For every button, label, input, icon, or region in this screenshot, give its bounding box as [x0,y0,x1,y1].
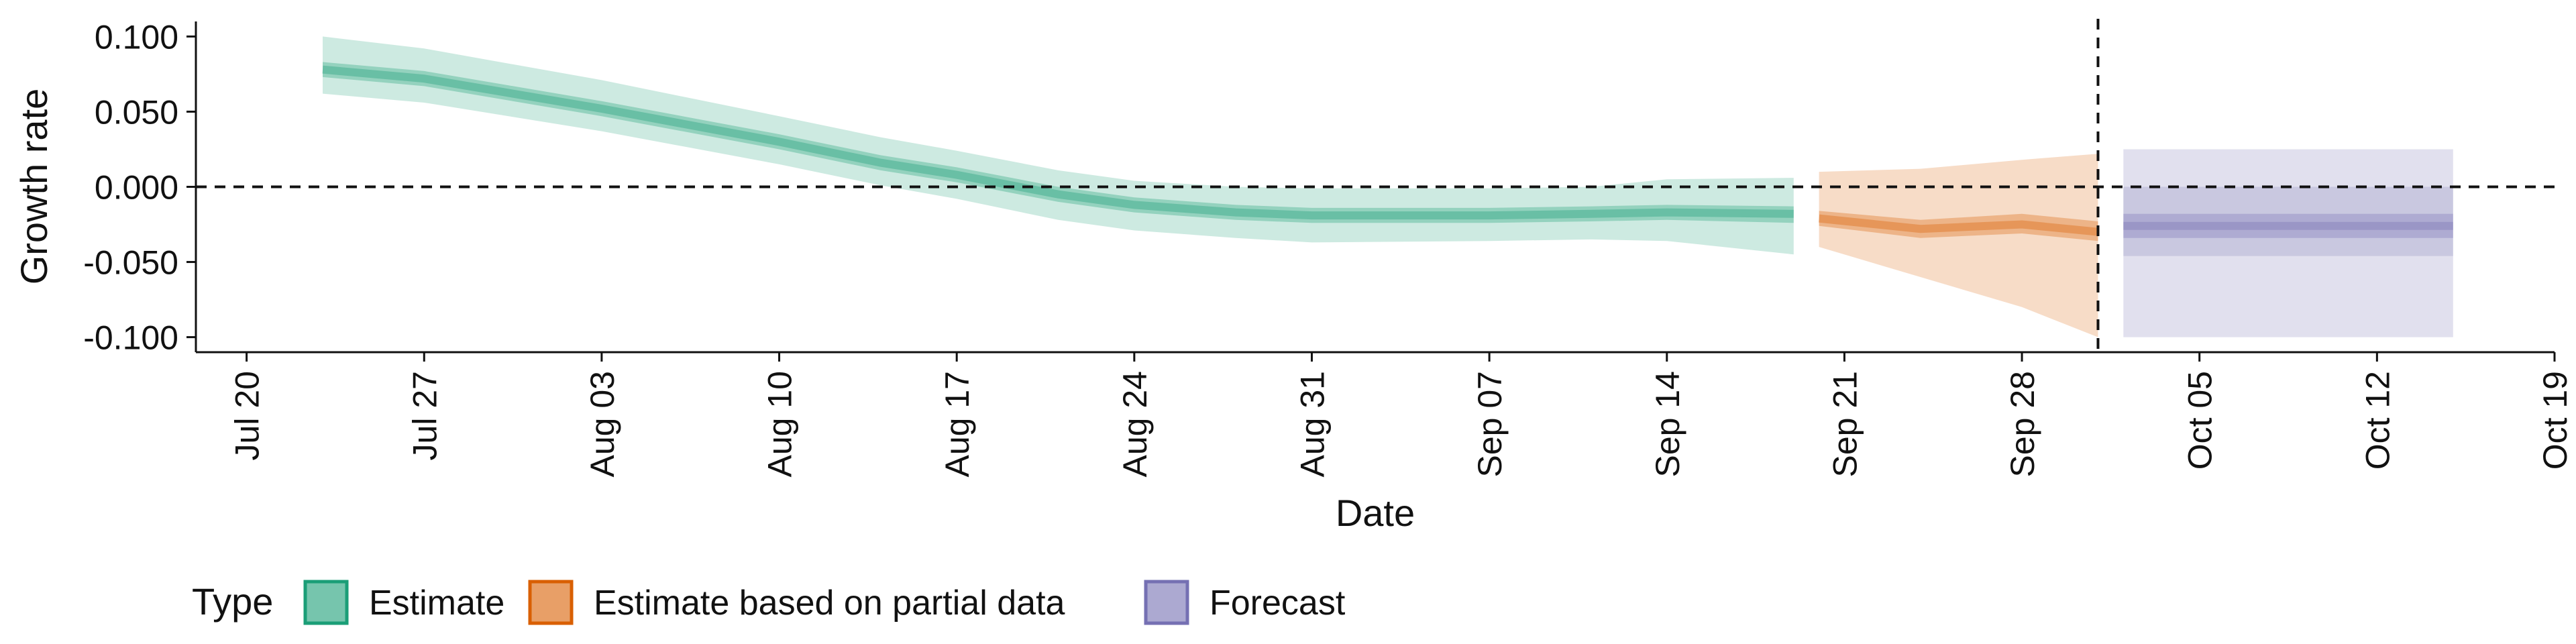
legend-label-estimate-based-on-partial-data: Estimate based on partial data [594,584,1065,623]
x-tick-label: Sep 07 [1471,371,1509,477]
estimate-based-on-partial-data-90-band [1819,154,2098,337]
y-tick-label: -0.050 [83,244,178,282]
legend-key-forecast [1144,580,1189,625]
legend-label-forecast: Forecast [1210,584,1346,623]
legend-title: Type [192,580,273,623]
forecast-50-band [2123,213,2453,238]
x-axis-title: Date [1336,492,1415,534]
x-tick-label: Aug 17 [938,371,976,477]
estimate-90-band [323,36,1794,255]
x-tick-label: Jul 27 [406,371,443,460]
forecast-90-band [2123,186,2453,256]
x-tick-label: Sep 21 [1826,371,1864,477]
y-tick-label: -0.100 [83,319,178,357]
estimate-based-on-partial-data-median-line [1818,214,2099,236]
estimate-50-band [323,62,1794,223]
y-tick-label: 0.100 [95,18,178,56]
legend-key-estimate [303,580,349,625]
y-tick-label: 0.050 [95,93,178,131]
x-tick-label: Aug 10 [761,371,799,477]
x-tick-label: Oct 12 [2359,371,2396,470]
band-layer [322,36,2453,337]
estimate-based-on-partial-data-50-band [1819,211,2098,241]
x-tick-layer: Jul 20 Jul 27 Aug 03 Aug 10 Aug 17 Aug 24 Aug … [229,352,2574,477]
y-tick-layer: 0.100 0.050 0.000 -0.050 -0.100 [83,18,196,357]
x-tick-label: Aug 03 [584,371,621,477]
x-tick-label: Sep 28 [2004,371,2041,477]
x-tick-label: Aug 24 [1116,371,1154,477]
forecast-outer-band [2123,149,2453,337]
legend: Type Estimate Estimate based on partial d… [192,580,1346,625]
x-tick-label: Jul 20 [229,371,266,460]
estimate-median-line [322,65,1794,220]
y-tick-label: 0.000 [95,169,178,207]
y-axis-title: Growth rate [13,89,55,285]
x-tick-label: Sep 14 [1649,371,1686,477]
x-tick-label: Oct 05 [2182,371,2219,470]
legend-label-estimate: Estimate [369,584,504,623]
x-tick-label: Oct 19 [2536,371,2574,470]
legend-key-estimate-based-on-partial-data [528,580,574,625]
x-tick-label: Aug 31 [1294,371,1332,477]
